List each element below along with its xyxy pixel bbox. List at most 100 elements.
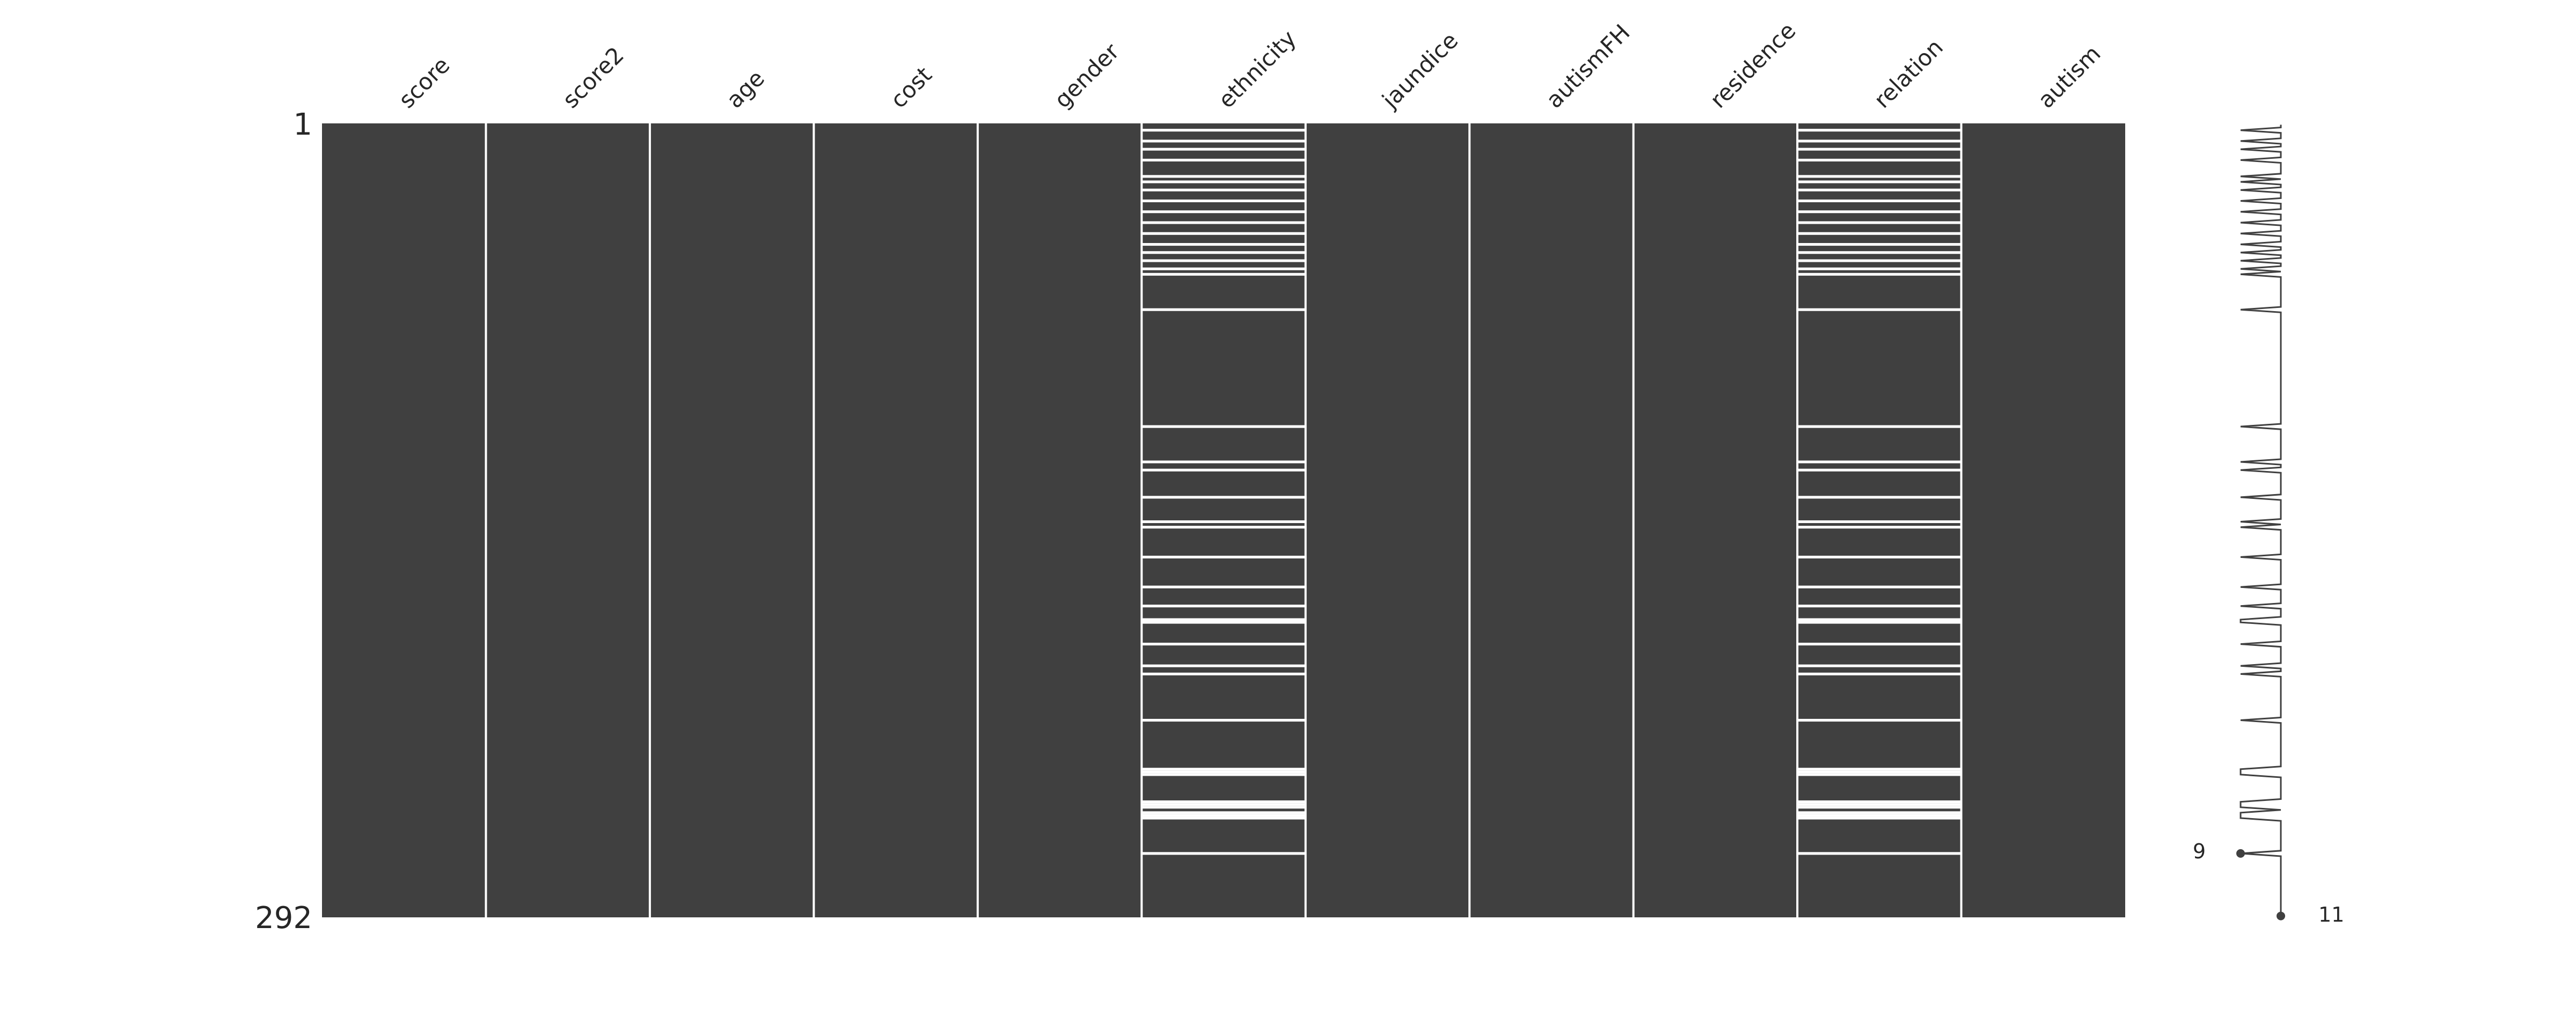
missing-cell-ethnicity-160: [1141, 555, 1306, 558]
missing-cell-relation-147: [1797, 520, 1962, 524]
row-labels: 1 292: [255, 107, 312, 936]
column-autism: [1961, 123, 2125, 917]
missing-cell-relation-251: [1797, 803, 1962, 806]
missing-cell-relation-171: [1797, 585, 1962, 588]
missing-cell-relation-10: [1797, 148, 1962, 151]
missing-cell-relation-20: [1797, 175, 1962, 178]
missing-cell-ethnicity-178: [1141, 605, 1306, 608]
missing-cell-ethnicity-251: [1141, 803, 1306, 806]
missing-cell-ethnicity-147: [1141, 520, 1306, 524]
missing-cell-ethnicity-125: [1141, 460, 1306, 464]
missing-cell-relation-3: [1797, 129, 1962, 132]
sparkline-max-label: 11: [2318, 903, 2344, 926]
column-label-cost: cost: [885, 62, 937, 113]
column-label-relation: relation: [1869, 34, 1948, 113]
missing-cell-relation-239: [1797, 770, 1962, 774]
missing-cell-ethnicity-238: [1141, 768, 1306, 771]
missing-cell-relation-14: [1797, 158, 1962, 161]
missing-cell-ethnicity-254: [1141, 811, 1306, 814]
missing-cell-relation-29: [1797, 199, 1962, 202]
missing-cell-ethnicity-183: [1141, 618, 1306, 621]
missing-cell-relation-7: [1797, 139, 1962, 143]
missing-cell-relation-255: [1797, 814, 1962, 817]
column-label-gender: gender: [1049, 38, 1124, 113]
missing-cell-ethnicity-51: [1141, 259, 1306, 262]
missing-cell-ethnicity-25: [1141, 188, 1306, 192]
missing-cell-ethnicity-149: [1141, 526, 1306, 529]
missing-cell-ethnicity-29: [1141, 199, 1306, 202]
missing-cell-ethnicity-7: [1141, 139, 1306, 143]
missing-cell-ethnicity-220: [1141, 719, 1306, 722]
sparkline-min-marker: [2236, 849, 2245, 858]
missing-cell-relation-22: [1797, 180, 1962, 183]
missing-cell-ethnicity-171: [1141, 585, 1306, 588]
missing-cell-ethnicity-41: [1141, 232, 1306, 235]
missing-cell-relation-112: [1797, 425, 1962, 428]
missing-cell-ethnicity-250: [1141, 800, 1306, 804]
missing-cell-relation-41: [1797, 232, 1962, 235]
column-label-residence: residence: [1705, 17, 1801, 113]
row-label-first: 1: [293, 107, 312, 142]
column-labels: score score2 age cost gender ethnicity jaundic…: [393, 17, 2106, 113]
missing-cell-ethnicity-69: [1141, 308, 1306, 311]
missing-cell-ethnicity-54: [1141, 267, 1306, 270]
column-cost: [814, 123, 978, 917]
missing-cell-ethnicity-255: [1141, 814, 1306, 817]
row-label-last: 292: [255, 901, 312, 936]
missing-cell-ethnicity-20: [1141, 175, 1306, 178]
missing-cell-ethnicity-45: [1141, 243, 1306, 246]
missing-cell-relation-250: [1797, 800, 1962, 804]
missing-cell-relation-45: [1797, 243, 1962, 246]
missing-cell-relation-269: [1797, 852, 1962, 855]
column-label-score: score: [393, 52, 455, 113]
missing-cell-relation-178: [1797, 605, 1962, 608]
sparkline-max-marker: [2277, 911, 2285, 921]
missing-cell-ethnicity-128: [1141, 468, 1306, 472]
missing-cell-ethnicity-22: [1141, 180, 1306, 183]
missing-cell-ethnicity-269: [1141, 852, 1306, 855]
missing-cell-ethnicity-37: [1141, 221, 1306, 224]
missing-cell-relation-160: [1797, 555, 1962, 558]
missing-cell-relation-238: [1797, 768, 1962, 771]
missing-cell-relation-33: [1797, 210, 1962, 214]
missing-cell-ethnicity-252: [1141, 806, 1306, 809]
missing-cell-relation-37: [1797, 221, 1962, 224]
missing-cell-relation-56: [1797, 273, 1962, 276]
missing-cell-relation-54: [1797, 267, 1962, 270]
missing-cell-ethnicity-256: [1141, 816, 1306, 820]
missing-cell-ethnicity-14: [1141, 158, 1306, 161]
missing-cell-ethnicity-184: [1141, 621, 1306, 624]
column-residence: [1633, 123, 1798, 917]
missing-cell-relation-252: [1797, 806, 1962, 809]
missing-cell-ethnicity-3: [1141, 129, 1306, 132]
column-label-score2: score2: [558, 42, 629, 113]
column-autismFH: [1469, 123, 1634, 917]
column-label-age: age: [721, 65, 770, 113]
column-jaundice: [1305, 123, 1470, 917]
missing-cell-relation-125: [1797, 460, 1962, 464]
missing-cell-relation-203: [1797, 672, 1962, 675]
missing-cell-ethnicity-56: [1141, 273, 1306, 276]
column-score2: [486, 123, 650, 917]
missing-cell-relation-254: [1797, 811, 1962, 814]
missing-cell-ethnicity-200: [1141, 664, 1306, 667]
missing-cell-relation-149: [1797, 526, 1962, 529]
missing-cell-relation-69: [1797, 308, 1962, 311]
missing-cell-relation-192: [1797, 643, 1962, 646]
missing-cell-ethnicity-192: [1141, 643, 1306, 646]
column-label-ethnicity: ethnicity: [1213, 25, 1301, 113]
column-age: [649, 123, 814, 917]
column-gender: [977, 123, 1142, 917]
sparkline-path: [2240, 124, 2282, 916]
missing-cell-ethnicity-203: [1141, 672, 1306, 675]
missing-cell-ethnicity-138: [1141, 496, 1306, 499]
missing-cell-ethnicity-10: [1141, 148, 1306, 151]
completeness-sparkline: 9 11: [2193, 124, 2344, 926]
missing-cell-relation-138: [1797, 496, 1962, 499]
missing-cell-relation-220: [1797, 719, 1962, 722]
column-score: [322, 123, 486, 917]
missing-cell-relation-51: [1797, 259, 1962, 262]
missing-cell-relation-128: [1797, 468, 1962, 472]
column-label-jaundice: jaundice: [1377, 27, 1463, 114]
